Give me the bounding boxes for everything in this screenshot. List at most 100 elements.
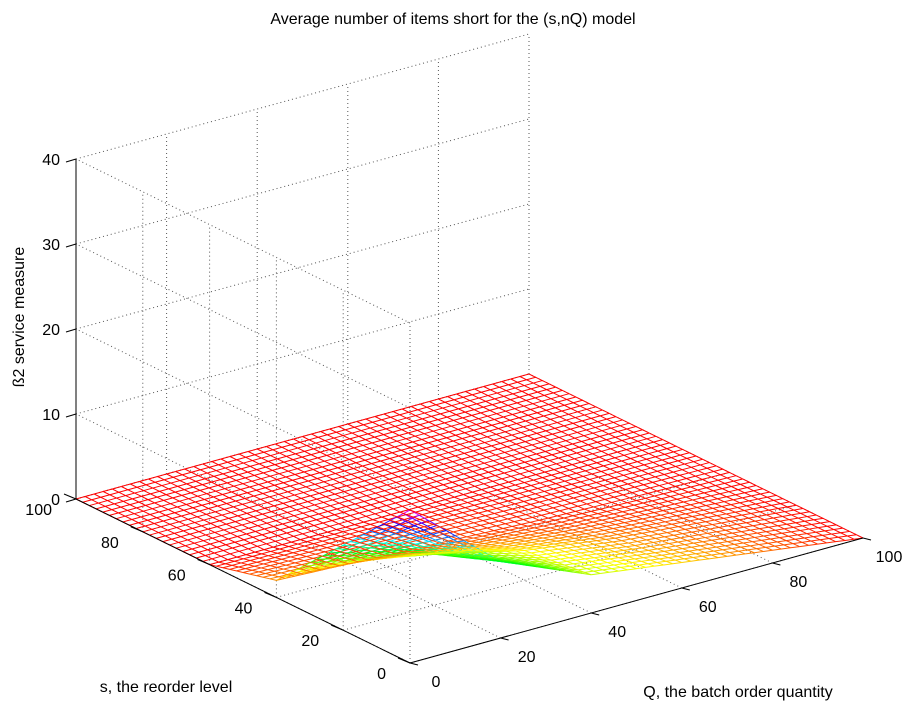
surface-mesh-line [545,545,552,546]
surface-mesh-line [481,410,490,413]
surface-mesh-line [742,513,751,515]
surface-mesh-line [791,513,800,515]
surface-mesh-line [621,566,630,567]
surface-mesh-line [446,456,455,459]
surface-mesh-line [420,404,427,407]
surface-mesh-line [343,436,350,439]
surface-mesh-line [547,553,556,554]
surface-mesh-line [501,530,510,532]
surface-mesh-line [633,549,640,551]
surface-mesh-line [673,470,682,472]
surface-mesh-line [499,405,508,408]
surface-mesh-line [314,544,321,546]
surface-mesh-line [766,530,775,531]
surface-mesh-line [373,420,382,423]
surface-mesh-line [652,517,659,519]
surface-mesh-line [623,512,630,514]
surface-mesh-line [438,420,445,423]
surface-mesh-line [357,496,366,499]
surface-mesh-line [418,524,425,526]
surface-mesh-line [607,492,616,494]
surface-mesh-line [508,424,517,427]
surface-mesh-line [220,518,229,521]
surface-mesh-line [619,556,628,557]
surface-mesh-line [471,525,480,527]
surface-mesh-line [283,503,290,506]
surface-mesh-line [576,560,583,562]
surface-mesh-line [410,466,419,469]
surface-mesh-line [720,492,729,494]
surface-mesh-line [737,539,746,540]
surface-mesh-line [566,511,575,513]
surface-mesh-line [293,439,300,442]
surface-mesh-line [357,419,366,422]
surface-mesh-line [418,407,427,410]
surface-mesh-line [539,533,546,535]
surface-mesh-line [344,492,351,495]
surface-mesh-line [626,450,633,453]
surface-mesh-line [755,521,762,524]
surface-mesh-line [258,526,265,529]
surface-mesh-line [551,492,560,494]
surface-mesh-line [804,538,811,541]
surface-mesh-line [363,464,372,467]
surface-mesh-line [227,480,236,483]
surface-mesh-line [622,541,629,543]
surface-mesh-line [342,477,349,480]
surface-mesh-line [532,445,539,448]
surface-mesh-line [627,518,634,520]
surface-mesh-line [162,486,169,489]
surface-mesh-line [510,400,517,403]
surface-mesh-line [491,545,498,546]
surface-mesh-line [523,531,532,533]
surface-mesh-line [486,399,495,402]
surface-mesh-line [114,501,123,504]
surface-mesh-line [629,512,638,514]
surface-mesh-line [186,525,193,528]
surface-mesh-line [641,561,648,563]
surface-mesh-line [301,498,308,501]
surface-mesh-line [649,454,656,457]
surface-mesh-line [238,516,245,519]
surface-mesh-line [561,535,568,537]
surface-mesh-line [458,409,465,412]
surface-mesh-line [786,539,795,540]
surface-mesh-line [337,549,346,550]
surface-mesh-line [415,434,424,437]
surface-mesh-line [269,517,276,520]
surface-mesh-line [215,530,224,533]
surface-mesh-line [563,554,572,555]
surface-mesh-line [727,555,736,556]
surface-mesh-line [749,499,758,501]
surface-mesh-line [727,495,736,497]
surface-mesh-line [643,503,650,506]
surface-mesh-line [398,474,407,477]
surface-mesh-line [157,495,166,498]
surface-mesh-line [626,547,633,549]
surface-mesh-line [472,510,479,513]
surface-mesh-line [535,512,542,515]
surface-mesh-line [450,465,459,468]
surface-mesh-line [593,431,602,434]
surface-mesh-line [490,487,497,490]
surface-mesh-line [191,490,200,493]
surface-mesh-line [618,570,627,571]
surface-mesh-line [487,539,496,541]
surface-mesh-line [517,403,524,406]
surface-mesh-line [389,497,398,500]
surface-mesh-line [628,484,635,487]
surface-mesh-line [595,446,604,449]
surface-mesh-line [521,507,528,510]
surface-mesh-line [645,513,654,515]
surface-mesh-line [200,488,209,491]
surface-mesh-line [597,463,604,466]
surface-mesh-line [190,552,199,555]
surface-mesh-line [686,512,695,514]
surface-mesh-line [485,440,494,443]
surface-mesh-line [433,452,440,455]
surface-mesh-line [514,427,523,430]
surface-mesh-line [310,496,317,499]
surface-mesh-line [545,472,552,475]
surface-mesh-line [281,571,290,573]
surface-mesh-line [190,514,197,517]
